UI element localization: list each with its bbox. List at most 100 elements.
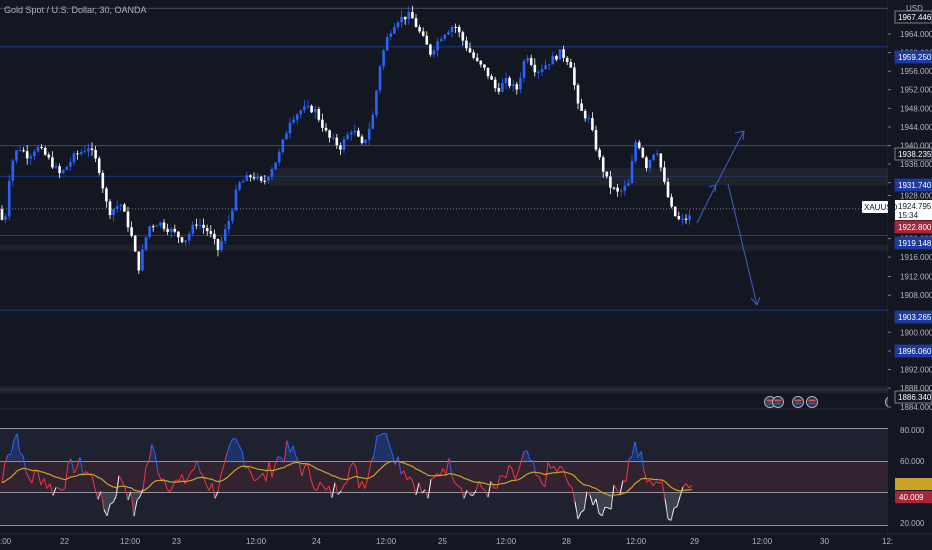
candle-body	[173, 228, 177, 232]
event-flag-stripe-icon	[766, 399, 774, 402]
rsi-line-segment	[514, 472, 519, 480]
candle-body	[591, 118, 594, 131]
rsi-line-segment	[625, 459, 630, 482]
rsi-line-segment	[589, 494, 594, 506]
time-axis[interactable]: :00 22 12:00 23 12:00 24 12:00 25 12:00 28 12:00 29…	[0, 533, 932, 546]
rsi-line-segment	[43, 478, 48, 489]
candle-body	[630, 161, 634, 184]
event-flag-stripe-icon	[794, 399, 802, 402]
rsi-line-segment	[340, 484, 345, 492]
rsi-line-segment	[376, 434, 381, 437]
rsi-pane[interactable]	[0, 428, 888, 526]
rsi-tick-label: 60.000	[900, 457, 925, 466]
candle-body	[292, 119, 295, 123]
price-level-badge	[894, 178, 932, 192]
rsi-line-segment	[178, 474, 183, 481]
candle-body	[382, 50, 385, 67]
projection-up-leg	[696, 184, 717, 224]
price-level-badge	[894, 147, 932, 161]
candle-body	[112, 208, 115, 216]
rsi-line-segment	[277, 456, 282, 458]
time-axis-label: 23	[172, 537, 181, 546]
price-level-label: 1938.235	[898, 150, 932, 159]
time-axis-label: 12:00	[376, 537, 397, 546]
rsi-line-segment	[133, 500, 138, 517]
rsi-line-segment	[22, 455, 27, 473]
rsi-line-segment	[142, 466, 147, 490]
candlestick-series[interactable]	[0, 5, 691, 275]
price-axis[interactable]: 1964.0001960.0001956.0001952.0001948.000…	[862, 0, 932, 550]
candle-body	[360, 136, 364, 144]
rsi-line-segment	[430, 477, 435, 480]
candle-body	[403, 16, 407, 20]
price-tick-label: 1928.000	[900, 192, 932, 201]
projection-arrows[interactable]	[696, 130, 761, 306]
candle-body	[594, 130, 598, 150]
candle-body	[411, 11, 414, 19]
price-tick-label: 1948.000	[900, 104, 932, 113]
rsi-line-segment	[667, 518, 672, 521]
candle-body	[40, 147, 43, 149]
rsi-line-segment	[400, 470, 405, 475]
rsi-line-segment	[655, 481, 660, 484]
candle-body	[169, 228, 173, 232]
rsi-line-segment	[328, 485, 333, 498]
rsi-line-segment	[64, 464, 69, 489]
rsi-line-segment	[403, 470, 408, 480]
arrow-head-mid	[708, 184, 717, 193]
rsi-line-segment	[541, 483, 546, 488]
rsi-line-segment	[169, 485, 174, 493]
candle-body	[526, 58, 529, 62]
candle-body	[673, 206, 677, 217]
candle-body	[288, 122, 292, 134]
candle-body	[688, 215, 691, 220]
candle-body	[47, 154, 51, 158]
rsi-line-segment	[508, 464, 513, 469]
candle-body	[652, 154, 655, 161]
rsi-line-segment	[502, 475, 507, 479]
candle-body	[576, 85, 580, 104]
rsi-line-segment	[481, 487, 486, 491]
candle-body	[317, 109, 321, 120]
candle-body	[328, 130, 331, 138]
rsi-line-segment	[103, 509, 108, 517]
candle-body	[497, 88, 501, 92]
rsi-line-segment	[100, 491, 105, 510]
candle-body	[486, 67, 490, 77]
rsi-line-segment	[349, 462, 354, 468]
time-axis-label: 12:00	[246, 537, 267, 546]
candle-body	[79, 151, 83, 155]
candle-body	[285, 133, 288, 140]
rsi-line-segment	[562, 468, 567, 478]
rsi-line-segment	[181, 474, 186, 485]
rsi-line-segment	[313, 488, 318, 491]
rsi-line-segment	[1, 463, 6, 483]
rsi-line-segment	[598, 512, 603, 517]
candle-body	[105, 188, 108, 202]
rsi-line-segment	[289, 445, 294, 453]
rsi-line-segment	[511, 468, 516, 480]
candle-body	[25, 151, 29, 159]
candle-body	[209, 231, 213, 234]
rsi-line-segment	[412, 482, 417, 496]
candle-body	[504, 77, 508, 84]
rsi-line-segment	[466, 489, 471, 495]
candle-body	[684, 218, 688, 220]
candle-body	[465, 40, 468, 49]
candle-body	[598, 149, 601, 158]
rsi-line-segment	[322, 485, 327, 491]
economic-event-icons[interactable]	[764, 396, 897, 408]
candle-body	[612, 187, 616, 189]
time-axis-label: :00	[0, 537, 12, 546]
candle-body	[69, 162, 72, 167]
rsi-line-segment	[190, 468, 195, 473]
time-axis-label: 12:00	[120, 537, 141, 546]
price-level-badge	[894, 220, 932, 234]
candle-body	[555, 55, 558, 60]
candle-body	[371, 114, 375, 129]
time-axis-label: 22	[60, 537, 69, 546]
candle-body	[238, 182, 241, 190]
current-price-label: 1924.795	[898, 202, 932, 211]
price-level-badge	[894, 310, 932, 324]
